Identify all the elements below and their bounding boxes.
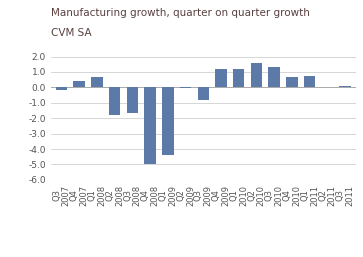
Bar	[304, 76, 315, 87]
Bar	[109, 87, 121, 115]
Bar	[339, 86, 351, 87]
Bar	[197, 87, 209, 100]
Bar	[144, 87, 156, 164]
Bar	[215, 69, 227, 87]
Text: CVM SA: CVM SA	[51, 28, 91, 38]
Bar	[56, 87, 67, 90]
Bar	[233, 69, 245, 87]
Bar	[180, 87, 191, 88]
Bar	[162, 87, 174, 155]
Bar	[251, 63, 262, 87]
Bar	[286, 77, 298, 87]
Bar	[127, 87, 138, 113]
Bar	[91, 77, 103, 87]
Bar	[73, 81, 85, 87]
Text: Manufacturing growth, quarter on quarter growth: Manufacturing growth, quarter on quarter…	[51, 8, 310, 18]
Bar	[268, 67, 280, 87]
